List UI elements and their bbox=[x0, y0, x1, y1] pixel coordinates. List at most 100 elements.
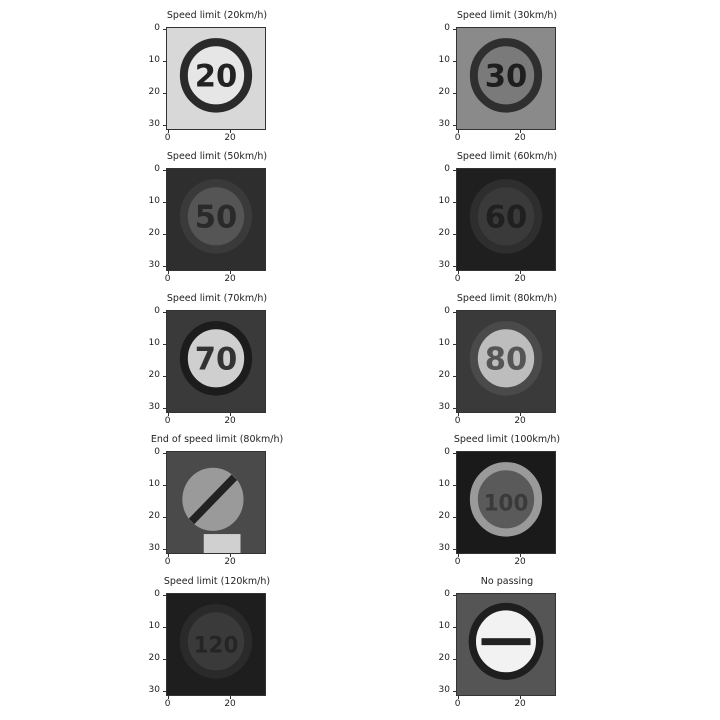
y-tick-label: 0 bbox=[154, 446, 160, 457]
sign-glyph: 120 bbox=[194, 633, 239, 658]
sign-image: 30 bbox=[456, 27, 556, 130]
y-tick-mark bbox=[163, 233, 166, 235]
y-tick-mark bbox=[453, 484, 456, 486]
y-tick-label: 30 bbox=[148, 119, 160, 130]
x-tick-label: 20 bbox=[514, 133, 526, 143]
x-tick-label: 20 bbox=[224, 133, 236, 143]
sign-ring bbox=[179, 604, 253, 679]
panel-title: Speed limit (70km/h) bbox=[166, 293, 268, 304]
y-tick-label: 10 bbox=[148, 478, 160, 489]
sign-image-svg bbox=[457, 594, 555, 695]
y-tick-label: 10 bbox=[148, 195, 160, 206]
y-tick-label: 20 bbox=[148, 510, 160, 521]
y-tick-label: 30 bbox=[438, 402, 450, 413]
y-tick-label: 20 bbox=[438, 86, 450, 97]
x-tick-label: 20 bbox=[224, 557, 236, 567]
y-tick-label: 10 bbox=[438, 620, 450, 631]
y-tick-mark bbox=[163, 266, 166, 268]
image-panel: Speed limit (20km/h) 20 0 10 20 30 0 20 bbox=[112, 10, 322, 143]
y-tick-mark bbox=[163, 125, 166, 127]
panel-title: Speed limit (20km/h) bbox=[166, 10, 268, 21]
y-tick-mark bbox=[453, 658, 456, 660]
y-tick-mark bbox=[163, 549, 166, 551]
panel-title: Speed limit (100km/h) bbox=[453, 434, 561, 445]
sign-ring bbox=[469, 321, 543, 396]
x-tick-mark bbox=[520, 271, 522, 274]
y-tick-mark bbox=[163, 28, 166, 30]
y-tick-label: 10 bbox=[438, 478, 450, 489]
sign-image: 20 bbox=[166, 27, 266, 130]
x-tick-mark bbox=[167, 271, 169, 274]
sign-image: 70 bbox=[166, 310, 266, 413]
sign-ring bbox=[179, 179, 253, 254]
x-tick-label: 0 bbox=[454, 133, 461, 143]
sign-image-svg bbox=[167, 452, 265, 553]
y-tick-label: 20 bbox=[148, 652, 160, 663]
y-tick-mark bbox=[163, 484, 166, 486]
x-tick-mark bbox=[457, 413, 459, 416]
x-tick-mark bbox=[457, 271, 459, 274]
sign-image-svg: 50 bbox=[167, 169, 265, 270]
panel-title: Speed limit (50km/h) bbox=[166, 151, 268, 162]
image-panel: Speed limit (70km/h) 70 0 10 20 30 0 20 bbox=[112, 293, 322, 426]
sign-glyph: 20 bbox=[195, 58, 238, 95]
sign-image: 80 bbox=[456, 310, 556, 413]
y-tick-mark bbox=[163, 658, 166, 660]
x-tick-mark bbox=[457, 554, 459, 557]
panel-title: Speed limit (120km/h) bbox=[163, 576, 271, 587]
y-tick-mark bbox=[163, 60, 166, 62]
y-tick-label: 30 bbox=[438, 543, 450, 554]
x-tick-label: 20 bbox=[514, 699, 526, 709]
y-tick-label: 20 bbox=[148, 369, 160, 380]
y-tick-mark bbox=[453, 375, 456, 377]
sign-image: 120 bbox=[166, 593, 266, 696]
y-tick-label: 20 bbox=[438, 369, 450, 380]
sign-image-svg: 60 bbox=[457, 169, 555, 270]
panel-title: Speed limit (80km/h) bbox=[456, 293, 558, 304]
y-tick-mark bbox=[163, 516, 166, 518]
y-tick-label: 30 bbox=[438, 685, 450, 696]
x-tick-label: 20 bbox=[224, 699, 236, 709]
y-tick-mark bbox=[453, 169, 456, 171]
y-tick-mark bbox=[453, 626, 456, 628]
sign-image: 50 bbox=[166, 168, 266, 271]
x-tick-mark bbox=[167, 130, 169, 133]
y-tick-label: 10 bbox=[438, 54, 450, 65]
sign-glyph: 30 bbox=[485, 58, 528, 95]
y-tick-mark bbox=[453, 60, 456, 62]
sign-image-svg: 70 bbox=[167, 311, 265, 412]
y-tick-mark bbox=[453, 311, 456, 313]
sign-image-svg: 30 bbox=[457, 28, 555, 129]
sign-ring bbox=[179, 321, 253, 396]
y-tick-label: 30 bbox=[438, 260, 450, 271]
x-tick-mark bbox=[167, 554, 169, 557]
sign-glyph: 100 bbox=[484, 491, 529, 516]
y-tick-label: 0 bbox=[154, 163, 160, 174]
sign-image bbox=[456, 593, 556, 696]
y-tick-mark bbox=[453, 343, 456, 345]
image-panel: End of speed limit (80km/h) 0 10 20 30 0 20 bbox=[112, 434, 322, 567]
sign-ring bbox=[469, 462, 543, 537]
image-panel: Speed limit (120km/h) 120 0 10 20 30 0 20 bbox=[112, 576, 322, 709]
image-panel: Speed limit (60km/h) 60 0 10 20 30 0 20 bbox=[402, 151, 612, 284]
sign-glyph: 70 bbox=[195, 341, 238, 378]
x-tick-mark bbox=[457, 130, 459, 133]
x-tick-label: 20 bbox=[514, 274, 526, 284]
y-tick-mark bbox=[163, 594, 166, 596]
panel-title: No passing bbox=[480, 576, 534, 587]
y-tick-mark bbox=[163, 343, 166, 345]
y-tick-mark bbox=[453, 201, 456, 203]
sign-image-svg: 20 bbox=[167, 28, 265, 129]
sign-image-svg: 80 bbox=[457, 311, 555, 412]
panel-title: Speed limit (60km/h) bbox=[456, 151, 558, 162]
y-tick-mark bbox=[453, 549, 456, 551]
y-tick-mark bbox=[453, 92, 456, 94]
y-tick-mark bbox=[163, 691, 166, 693]
sign-glyph: 80 bbox=[485, 341, 528, 378]
x-tick-label: 20 bbox=[224, 274, 236, 284]
sign-glyph: 60 bbox=[485, 199, 528, 236]
x-tick-label: 0 bbox=[454, 699, 461, 709]
sign-ring bbox=[179, 38, 253, 113]
x-tick-mark bbox=[230, 130, 232, 133]
x-tick-label: 20 bbox=[514, 557, 526, 567]
